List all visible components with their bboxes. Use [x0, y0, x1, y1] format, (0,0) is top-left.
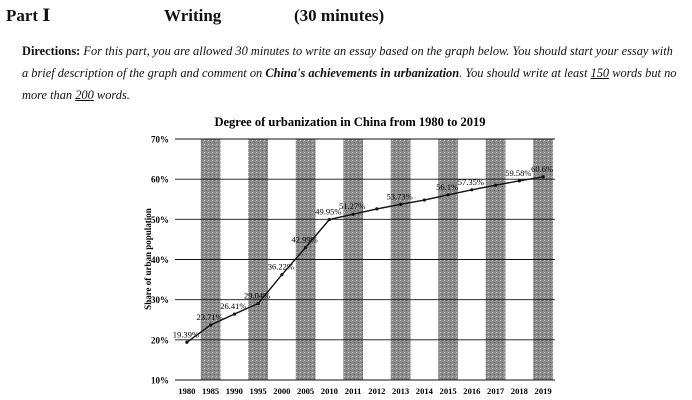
max-words: 200: [75, 88, 94, 102]
x-tick-label: 2013: [392, 386, 409, 396]
directions-text: words.: [93, 88, 130, 102]
duration-label: (30 minutes): [294, 6, 385, 25]
x-tick-label: 2000: [273, 386, 290, 396]
y-tick-label: 40%: [151, 255, 169, 265]
x-tick-label: 2017: [487, 386, 505, 396]
data-label: 19.39%: [173, 329, 199, 339]
data-label: 60.6%: [531, 164, 553, 174]
y-tick-label: 20%: [151, 335, 169, 345]
y-tick-label: 60%: [151, 175, 169, 185]
directions-text: For this part, you are allowed 30 minute…: [22, 44, 673, 80]
directions-lead: Directions:: [22, 44, 81, 58]
x-tick-label: 1985: [202, 386, 219, 396]
data-label: 57.35%: [458, 177, 484, 187]
chart-title: Degree of urbanization in China from 198…: [214, 115, 485, 129]
y-tick-label: 50%: [151, 215, 169, 225]
x-tick-label: 2016: [463, 386, 481, 396]
min-words: 150: [590, 66, 610, 80]
directions-paragraph: Directions: For this part, you are allow…: [22, 40, 677, 106]
data-point: [541, 175, 545, 179]
directions-emphasis: China's achievements in urbanization: [265, 66, 460, 80]
y-tick-label: 30%: [151, 295, 169, 305]
y-tick-label: 70%: [151, 135, 169, 145]
data-label: 51.27%: [339, 201, 365, 211]
data-label: 53.73%: [387, 191, 413, 201]
data-point: [517, 179, 521, 183]
data-label: 23.71%: [197, 312, 223, 322]
x-tick-label: 2011: [345, 386, 362, 396]
data-label: 29.04%: [244, 291, 270, 301]
data-label: 42.99%: [292, 234, 318, 244]
directions-text: . You should write at least: [459, 66, 591, 80]
data-label: 49.95%: [315, 207, 341, 217]
x-tick-label: 1995: [250, 386, 267, 396]
data-label: 26.41%: [220, 301, 246, 311]
x-tick-labels: 1980 1985 1990 1995 2000 2005 2010 2011 2012 2013…: [178, 386, 551, 396]
data-point: [304, 245, 308, 250]
x-tick-label: 1980: [178, 386, 195, 396]
series-line: [186, 176, 544, 343]
data-point: [256, 301, 260, 306]
y-tick-labels: 10% 20% 30% 40% 50% 60% 70%: [151, 135, 169, 386]
data-point: [446, 193, 450, 197]
data-point: [422, 198, 426, 202]
x-tick-label: 2014: [416, 386, 434, 396]
section-title: Writing: [164, 6, 222, 25]
x-tick-label: 2019: [535, 386, 552, 396]
data-point: [209, 323, 213, 327]
y-axis-label: Share of urban population: [143, 208, 153, 310]
data-label: 59.58%: [505, 168, 531, 178]
data-points: [185, 175, 545, 344]
data-point: [351, 212, 355, 216]
data-point: [280, 273, 284, 277]
data-point: [232, 312, 236, 316]
data-point: [470, 188, 474, 192]
data-labels: 19.39% 23.71%26.41%29.04% 36.22% 42.99% 49.9…: [173, 164, 553, 340]
x-tick-label: 2012: [368, 386, 385, 396]
x-tick-label: 2015: [440, 386, 457, 396]
x-tick-label: 2018: [511, 386, 529, 396]
y-tick-label: 10%: [151, 376, 169, 386]
data-point: [399, 202, 403, 206]
x-tick-label: 2010: [321, 386, 338, 396]
gridlines: [175, 138, 555, 381]
x-tick-label: 2005: [297, 386, 314, 396]
part-label: Part Ⅰ: [6, 6, 51, 25]
data-point: [494, 183, 498, 187]
directions-text: words but no more than: [22, 66, 677, 102]
data-label: 56.1%: [436, 182, 458, 192]
header: Part Ⅰ Writing (30 minutes): [4, 4, 688, 28]
data-label: 36.22%: [268, 262, 294, 272]
data-point: [375, 207, 379, 211]
data-point: [327, 217, 331, 222]
data-point: [185, 340, 189, 344]
x-tick-label: 1990: [226, 386, 243, 396]
